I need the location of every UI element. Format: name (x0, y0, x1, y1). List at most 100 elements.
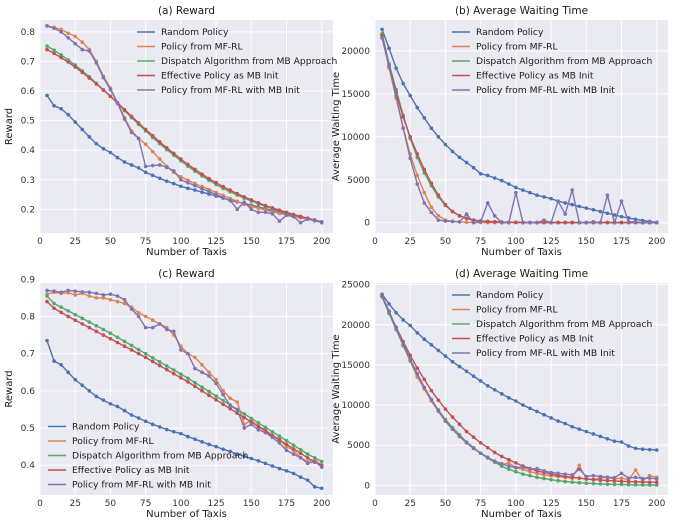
data-point-random (647, 447, 652, 452)
y-tick-label: 10000 (341, 401, 370, 411)
data-point-effective (136, 351, 141, 356)
data-point-dispatch (129, 343, 134, 348)
data-point-effective (87, 76, 92, 80)
y-axis-label: Average Waiting Time (331, 334, 342, 443)
data-point-random (633, 446, 638, 451)
data-point-effective (605, 220, 610, 225)
x-tick-label: 75 (475, 237, 486, 247)
data-point-dispatch (305, 452, 310, 456)
data-point-random (284, 469, 289, 473)
data-point-effective (633, 480, 638, 484)
x-tick-label: 50 (105, 499, 117, 509)
data-point-random (157, 425, 162, 429)
x-tick-label: 75 (140, 237, 151, 247)
data-point-mfrl_mb (380, 293, 384, 297)
x-tick-label: 50 (440, 499, 452, 509)
y-tick-label: 0.7 (21, 350, 35, 360)
data-point-mfrl (66, 31, 70, 36)
data-point-mfrl (436, 214, 441, 218)
chart-panel-c: 0 25 50 75 100 125 150 175 200 0.4 0.5 0.6 0.7 0.8 0.9… (4, 268, 333, 520)
legend: Random Policy Policy from MF-RL Dispatch A… (452, 290, 652, 359)
data-point-mfrl (87, 294, 92, 298)
data-point-effective (221, 402, 225, 407)
series-group (380, 292, 659, 487)
data-point-random (200, 190, 204, 194)
data-point-dispatch (312, 456, 317, 460)
data-point-random (45, 93, 49, 98)
data-point-random (73, 120, 78, 124)
data-point-mfrl_mb (380, 36, 384, 40)
data-point-random (235, 452, 240, 456)
data-point-mfrl_mb (514, 190, 518, 195)
data-point-effective (122, 344, 127, 349)
legend-label-random: Random Policy (476, 290, 544, 301)
data-point-effective (59, 55, 63, 60)
data-point-effective (429, 388, 434, 393)
data-point-mfrl_mb (478, 451, 483, 456)
data-point-mfrl_mb (633, 475, 638, 480)
data-point-mfrl (94, 296, 99, 300)
data-point-dispatch (542, 476, 546, 481)
data-point-effective (94, 329, 99, 334)
data-point-mfrl_mb (179, 177, 183, 182)
data-point-random (164, 179, 169, 184)
legend-label-random: Random Policy (161, 27, 229, 38)
data-point-random (507, 182, 511, 186)
data-point-effective (471, 435, 476, 439)
data-point-effective (640, 480, 645, 484)
legend-label-dispatch: Dispatch Algorithm from MB Approach (476, 56, 652, 67)
data-point-random (507, 396, 511, 400)
data-point-effective (186, 162, 190, 167)
y-tick-label: 0.6 (21, 87, 36, 97)
data-point-mfrl_mb (422, 385, 427, 390)
data-point-dispatch (94, 323, 99, 328)
data-point-random (422, 337, 427, 342)
data-point-mfrl_mb (612, 475, 617, 480)
data-point-effective (577, 476, 582, 480)
x-tick-label: 75 (475, 499, 486, 509)
legend-label-mfrl_mb: Policy from MF-RL with MB Init (476, 85, 615, 96)
data-point-effective (654, 480, 659, 485)
data-point-dispatch (284, 438, 289, 443)
data-point-effective (450, 209, 455, 214)
data-point-effective (626, 479, 631, 484)
data-point-random (115, 404, 120, 409)
data-point-effective (172, 371, 176, 376)
data-point-effective (129, 348, 134, 352)
legend-label-mfrl: Policy from MF-RL (476, 305, 559, 316)
data-point-dispatch (52, 48, 56, 52)
data-point-effective (73, 65, 78, 69)
data-point-mfrl_mb (577, 467, 582, 472)
data-point-random (122, 408, 127, 413)
data-point-random (394, 66, 398, 70)
data-point-mfrl_mb (450, 427, 455, 431)
data-point-mfrl_mb (73, 41, 78, 46)
data-point-random (87, 135, 92, 139)
legend-label-effective: Effective Policy as MB Init (476, 71, 594, 82)
data-point-effective (242, 195, 247, 199)
data-point-effective (457, 422, 462, 427)
x-tick-label: 100 (172, 499, 189, 509)
data-point-mfrl_mb (563, 212, 567, 216)
data-point-mfrl_mb (507, 464, 511, 468)
data-point-effective (436, 398, 441, 403)
data-point-dispatch (298, 447, 303, 452)
data-point-random (415, 330, 420, 335)
legend-label-mfrl_mb: Policy from MF-RL with MB Init (476, 348, 615, 359)
data-point-mfrl (221, 389, 225, 393)
data-point-random (535, 409, 539, 414)
y-tick-label: 25000 (341, 281, 370, 291)
data-point-random (179, 431, 183, 436)
data-point-dispatch (319, 459, 324, 464)
data-point-random (94, 141, 99, 146)
data-point-random (59, 106, 63, 111)
data-point-effective (612, 479, 617, 483)
data-point-effective (284, 442, 289, 447)
data-point-effective (249, 198, 254, 202)
data-point-mfrl_mb (143, 164, 148, 169)
data-point-random (193, 188, 197, 192)
legend-label-effective: Effective Policy as MB Init (72, 465, 190, 476)
x-tick-label: 0 (37, 237, 43, 247)
data-point-effective (73, 318, 78, 322)
data-point-mfrl (207, 370, 211, 375)
